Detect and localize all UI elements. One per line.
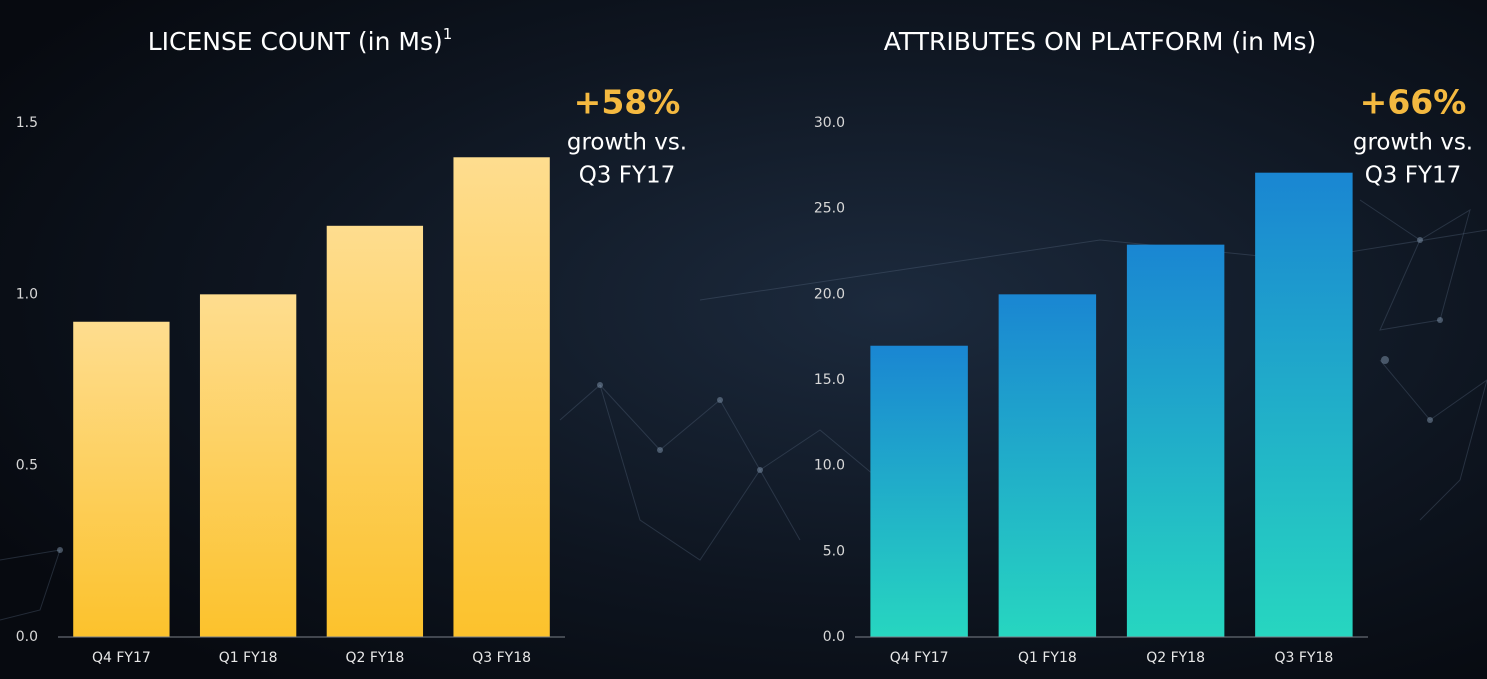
x-tick-label: Q3 FY18: [1274, 650, 1333, 666]
y-tick-label: 10.0: [814, 458, 845, 474]
bar: [326, 225, 424, 638]
growth-note: growth vs.: [1353, 130, 1473, 156]
growth-highlight: +58%: [574, 83, 681, 122]
y-tick-label: 25.0: [814, 201, 845, 217]
bar: [998, 294, 1097, 637]
network-nodes: [57, 237, 1443, 553]
chart: ATTRIBUTES ON PLATFORM (in Ms) 0.0 5.0 10.0…: [814, 27, 1473, 666]
y-tick-label: 0.0: [823, 629, 845, 645]
y-tick-label: 15.0: [814, 372, 845, 388]
bar: [73, 321, 170, 637]
y-tick-label: 0.5: [16, 458, 38, 474]
y-tick-label: 20.0: [814, 286, 845, 302]
growth-highlight: +66%: [1360, 83, 1467, 122]
growth-note: growth vs.: [567, 130, 687, 156]
bar: [199, 294, 297, 637]
x-tick-label: Q2 FY18: [1146, 650, 1205, 666]
growth-note: Q3 FY17: [1365, 163, 1462, 189]
bar: [1126, 244, 1225, 637]
x-tick-label: Q1 FY18: [219, 650, 278, 666]
x-tick-label: Q3 FY18: [472, 650, 531, 666]
network-decoration: [0, 199, 1487, 621]
x-tick-label: Q4 FY17: [890, 650, 949, 666]
chart-title: LICENSE COUNT (in Ms)1: [148, 25, 453, 57]
growth-note: Q3 FY17: [579, 163, 676, 189]
chart-title: ATTRIBUTES ON PLATFORM (in Ms): [884, 27, 1316, 56]
y-tick-label: 5.0: [823, 543, 845, 559]
y-tick-label: 0.0: [16, 629, 38, 645]
y-tick-label: 30.0: [814, 115, 845, 131]
y-tick-label: 1.0: [16, 286, 38, 302]
x-tick-label: Q1 FY18: [1018, 650, 1077, 666]
y-tick-label: 1.5: [16, 115, 38, 131]
bar: [1255, 172, 1353, 638]
title-text: ATTRIBUTES ON PLATFORM (in Ms): [884, 27, 1316, 56]
title-footnote: 1: [443, 25, 453, 43]
x-tick-label: Q4 FY17: [92, 650, 151, 666]
bar: [870, 345, 968, 637]
x-tick-label: Q2 FY18: [345, 650, 404, 666]
title-text: LICENSE COUNT (in Ms): [148, 27, 443, 56]
bar: [453, 157, 550, 637]
chart: LICENSE COUNT (in Ms)1 0.0 0.5 1.0 1.5 Q4 FY1…: [16, 25, 687, 667]
